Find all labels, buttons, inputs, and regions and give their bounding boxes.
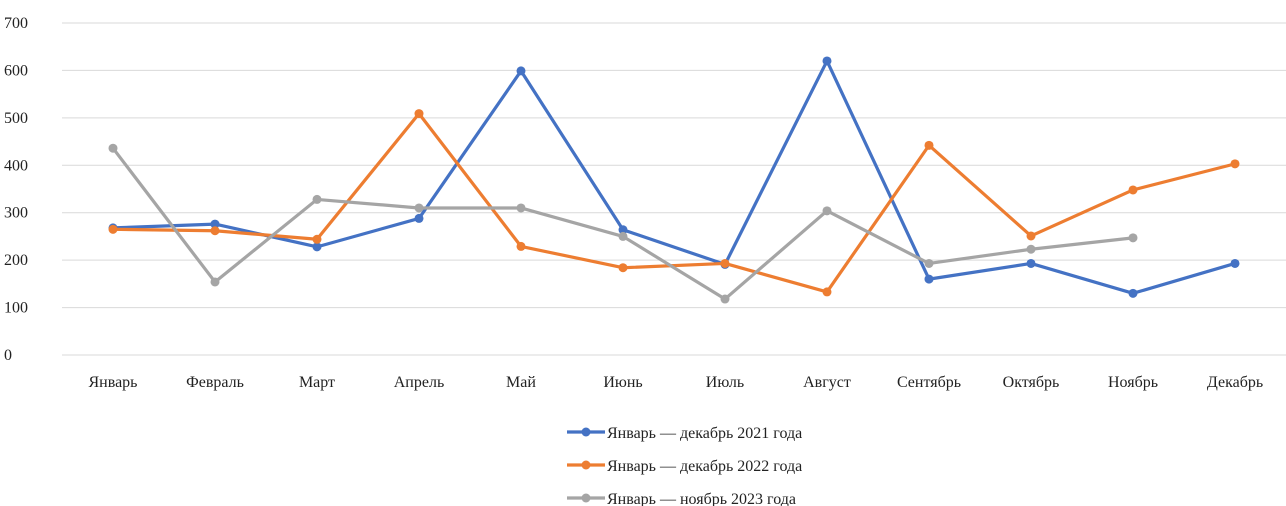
- data-point: [210, 226, 220, 236]
- data-point: [1026, 258, 1036, 268]
- x-tick-label: Июнь: [603, 374, 642, 391]
- series-line: [111, 59, 1237, 295]
- data-point: [822, 287, 832, 297]
- y-tick-label: 100: [4, 300, 28, 317]
- x-tick-label: Март: [299, 374, 335, 391]
- y-tick-label: 600: [4, 62, 28, 79]
- series-3: [108, 143, 1138, 304]
- data-point: [618, 225, 628, 235]
- data-point: [108, 143, 118, 153]
- data-point: [1128, 185, 1138, 195]
- legend: Январь — декабрь 2021 года Январь — декаб…: [567, 425, 802, 506]
- y-tick-label: 700: [4, 15, 28, 32]
- data-point: [210, 277, 220, 287]
- data-point: [312, 234, 322, 244]
- data-point: [312, 242, 322, 252]
- data-point: [312, 194, 322, 204]
- data-point: [1230, 159, 1240, 169]
- data-point: [822, 206, 832, 216]
- x-tick-label: Январь: [89, 374, 138, 391]
- data-point: [414, 109, 424, 119]
- data-point: [210, 219, 220, 229]
- legend-marker-icon: [581, 493, 591, 503]
- x-axis-ticks: Январь Февраль Март Апрель Май Июнь Июль Август…: [89, 374, 1264, 391]
- data-point: [924, 140, 934, 150]
- series-lines: [108, 56, 1240, 304]
- legend-label: Январь — декабрь 2022 года: [607, 458, 802, 475]
- data-point: [516, 66, 526, 76]
- x-tick-label: Май: [506, 374, 536, 391]
- data-point: [1128, 233, 1138, 243]
- y-tick-label: 500: [4, 110, 28, 127]
- legend-label: Январь — декабрь 2021 года: [607, 425, 802, 442]
- x-tick-label: Июль: [706, 374, 744, 391]
- legend-marker-icon: [581, 427, 591, 437]
- legend-marker-icon: [581, 460, 591, 470]
- y-tick-label: 400: [4, 157, 28, 174]
- x-tick-label: Октябрь: [1003, 374, 1060, 391]
- data-point: [618, 263, 628, 273]
- data-point: [108, 224, 118, 234]
- data-point: [822, 56, 832, 66]
- y-axis-ticks: 0 100 200 300 400 500 600 700: [4, 15, 28, 364]
- x-tick-label: Ноябрь: [1108, 374, 1158, 391]
- legend-item: Январь — декабрь 2022 года: [567, 458, 802, 475]
- data-point: [924, 274, 934, 284]
- series-line: [111, 111, 1237, 294]
- data-point: [924, 258, 934, 268]
- data-point: [720, 258, 730, 268]
- x-tick-label: Сентябрь: [897, 374, 961, 391]
- data-point: [720, 294, 730, 304]
- gridlines: [62, 22, 1286, 356]
- data-point: [1026, 231, 1036, 241]
- x-tick-label: Август: [803, 374, 851, 391]
- legend-label: Январь — ноябрь 2023 года: [607, 491, 796, 506]
- legend-item: Январь — ноябрь 2023 года: [567, 491, 796, 506]
- data-point: [414, 203, 424, 213]
- series-1: [108, 56, 1240, 298]
- series-line: [111, 146, 1135, 301]
- data-point: [516, 203, 526, 213]
- y-tick-label: 300: [4, 205, 28, 222]
- x-tick-label: Февраль: [186, 374, 244, 391]
- y-tick-label: 200: [4, 252, 28, 269]
- y-tick-label: 0: [4, 347, 12, 364]
- series-2: [108, 109, 1240, 297]
- data-point: [1128, 288, 1138, 298]
- data-point: [414, 213, 424, 223]
- data-point: [1026, 244, 1036, 254]
- legend-item: Январь — декабрь 2021 года: [567, 425, 802, 442]
- data-point: [618, 231, 628, 241]
- x-tick-label: Апрель: [394, 374, 445, 391]
- data-point: [1230, 258, 1240, 268]
- x-tick-label: Декабрь: [1207, 374, 1263, 391]
- data-point: [516, 241, 526, 251]
